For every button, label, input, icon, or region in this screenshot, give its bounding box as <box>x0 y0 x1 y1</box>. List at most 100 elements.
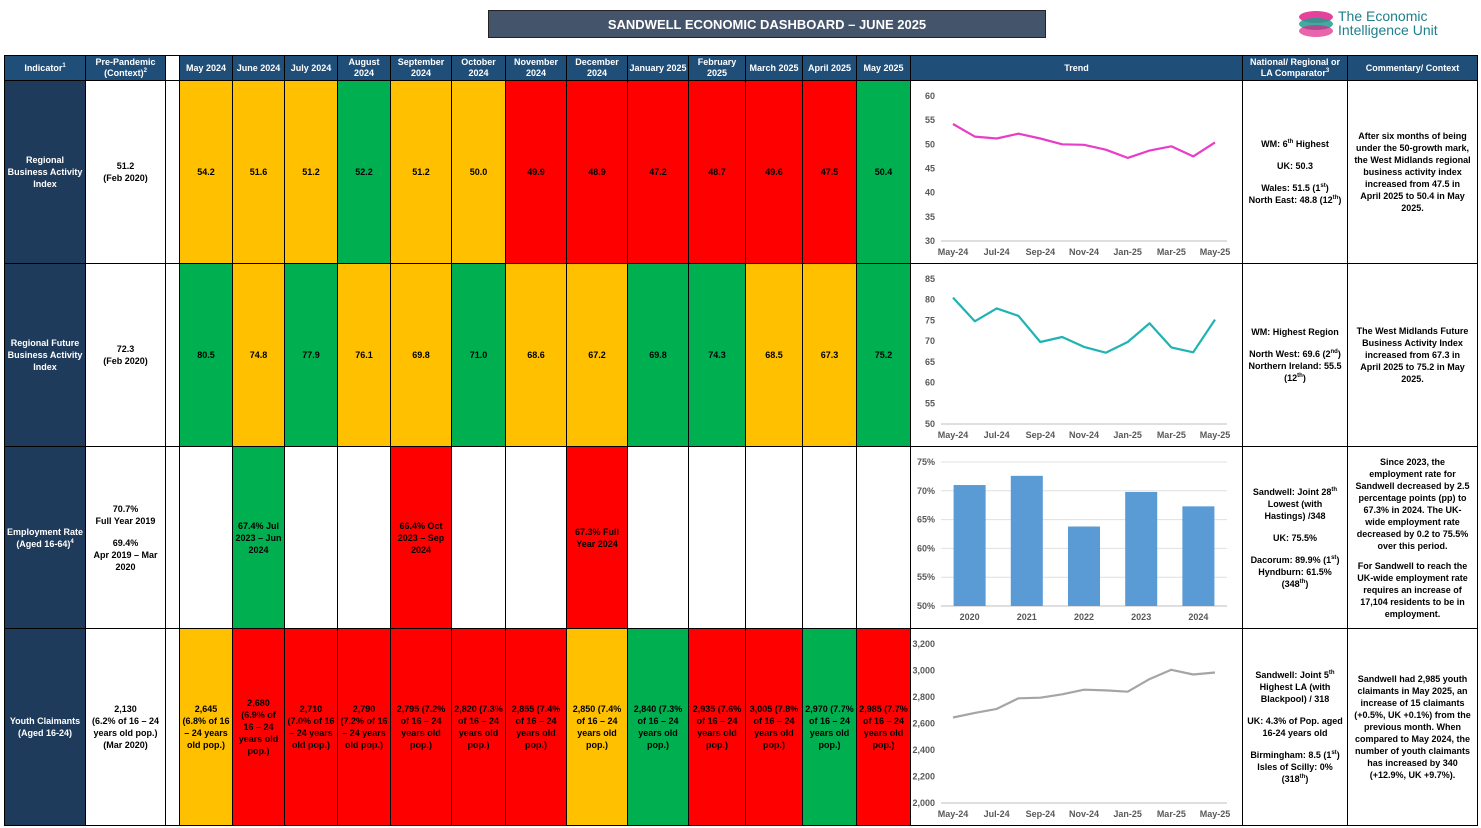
x-tick-label: Sep-24 <box>1026 430 1056 440</box>
header-month: May 2025 <box>856 55 911 81</box>
x-tick-label: May-24 <box>938 247 969 257</box>
commentary-text: The West Midlands Future Business Activi… <box>1356 326 1469 384</box>
y-tick-label: 55 <box>925 398 935 408</box>
x-tick-label: Mar-25 <box>1157 247 1186 257</box>
header-month: February 2025 <box>688 55 746 81</box>
trend-chart-cell: 50 55 60 65 70 75 80 85 May-24 Jul-24 Sep-24 Nov-24… <box>910 263 1243 447</box>
y-tick-label: 75 <box>925 315 935 325</box>
x-tick-label: Jul-24 <box>984 247 1010 257</box>
month-value-cell: 2,795 (7.2% of 16 – 24 years old pop.) <box>390 628 452 826</box>
month-value-cell: 2,855 (7.4% of 16 – 24 years old pop.) <box>505 628 567 826</box>
month-value-cell: 2,820 (7.3% of 16 – 24 years old pop.) <box>451 628 506 826</box>
trend-chart: 50 55 60 65 70 75 80 85 May-24 Jul-24 Sep-24 Nov-24… <box>925 274 1231 440</box>
y-tick-label: 60% <box>917 543 935 553</box>
comparator-line: Sandwell: Joint 5th Highest LA (with Bla… <box>1255 670 1335 704</box>
month-value-cell: 67.4% Jul 2023 – Jun 2024 <box>232 446 285 629</box>
header-month: November 2024 <box>505 55 567 81</box>
header-month: August 2024 <box>337 55 391 81</box>
month-value-cell <box>802 446 857 629</box>
comparator-line <box>1247 150 1343 160</box>
month-value-cell <box>856 446 911 629</box>
header-trend: Trend <box>910 55 1243 81</box>
indicator-name: Employment Rate (Aged 16-64)4 <box>4 446 86 629</box>
month-value-cell: 2,970 (7.7% of 16 – 24 years old pop.) <box>802 628 857 826</box>
indicator-row: Employment Rate (Aged 16-64)4 70.7% Full Y… <box>4 446 1478 629</box>
month-value-cell: 68.5 <box>745 263 803 447</box>
pre-pandemic-line: 70.7% <box>112 503 139 514</box>
month-value-cell: 2,840 (7.3% of 16 – 24 years old pop.) <box>627 628 689 826</box>
dashboard-table: Indicator1 Pre-Pandemic (Context)2 May 2… <box>4 55 1478 826</box>
x-tick-label: May-24 <box>938 430 969 440</box>
y-tick-label: 3,000 <box>912 665 935 675</box>
y-tick-label: 45 <box>925 163 935 173</box>
spacer-cell <box>165 628 180 826</box>
comparator-line <box>1247 739 1343 749</box>
series-line <box>952 122 1216 159</box>
indicator-row: Regional Future Business Activity Index 7… <box>4 263 1478 447</box>
header-month: September 2024 <box>390 55 452 81</box>
header-month: July 2024 <box>284 55 338 81</box>
month-value-cell: 49.6 <box>745 80 803 264</box>
y-tick-label: 2,400 <box>912 745 935 755</box>
comparator-line: North East: 48.8 (12th) <box>1248 195 1342 205</box>
commentary-cell: Since 2023, the employment rate for Sand… <box>1347 446 1478 629</box>
x-tick-label: May-25 <box>1200 430 1231 440</box>
commentary-text: Since 2023, the employment rate for Sand… <box>1355 456 1470 551</box>
x-tick-label: 2024 <box>1188 612 1208 622</box>
spacer-cell <box>165 446 180 629</box>
comparator-line: Wales: 51.5 (1st) <box>1261 183 1329 193</box>
month-value-cell <box>284 446 338 629</box>
pre-pandemic-value: 51.2 (Feb 2020) <box>85 80 166 264</box>
comparator-line: Dacorum: 89.9% (1st) <box>1250 554 1340 565</box>
x-tick-label: May-25 <box>1200 247 1231 257</box>
indicator-row: Youth Claimants (Aged 16-24) 2,130 (6.2% o… <box>4 628 1478 826</box>
trend-chart-cell: 50% 55% 60% 65% 70% 75% 2020 2021 2022 2023 2024 <box>910 446 1243 629</box>
y-tick-label: 65% <box>917 514 935 524</box>
month-value-cell: 3,005 (7.8% of 16 – 24 years old pop.) <box>745 628 803 826</box>
x-tick-label: 2020 <box>960 612 980 622</box>
month-value-cell: 47.5 <box>802 80 857 264</box>
comparator-cell: Sandwell: Joint 28th Lowest (with Hastin… <box>1242 446 1348 629</box>
month-value-cell: 2,790 (7.2% of 16 – 24 years old pop.) <box>337 628 391 826</box>
month-value-cell: 67.3% Full Year 2024 <box>566 446 628 629</box>
month-value-cell: 51.6 <box>232 80 285 264</box>
comparator-line <box>1247 338 1343 348</box>
bar <box>1182 505 1215 606</box>
month-value-cell: 2,985 (7.7% of 16 – 24 years old pop.) <box>856 628 911 826</box>
x-tick-label: Jul-24 <box>984 430 1010 440</box>
spacer-cell <box>165 80 180 264</box>
comparator-cell: Sandwell: Joint 5th Highest LA (with Bla… <box>1242 628 1348 826</box>
header-month: June 2024 <box>232 55 285 81</box>
month-value-cell: 47.2 <box>627 80 689 264</box>
y-tick-label: 2,600 <box>912 718 935 728</box>
series-line <box>952 668 1216 719</box>
trend-chart: 30 35 40 45 50 55 60 May-24 Jul-24 Sep-24 Nov-24 Ja… <box>925 91 1231 257</box>
y-tick-label: 70 <box>925 336 935 346</box>
x-tick-label: Jan-25 <box>1113 809 1142 819</box>
month-value-cell: 67.3 <box>802 263 857 447</box>
x-tick-label: Sep-24 <box>1026 247 1056 257</box>
pre-pandemic-line: 2,130 <box>114 704 137 714</box>
pre-pandemic-line: (Feb 2020) <box>103 356 148 366</box>
commentary-text: For Sandwell to reach the UK-wide employ… <box>1357 560 1468 619</box>
month-value-cell: 48.7 <box>688 80 746 264</box>
month-value-cell: 49.9 <box>505 80 567 264</box>
header-month: October 2024 <box>451 55 506 81</box>
comparator-cell: WM: Highest Region North West: 69.6 (2nd)… <box>1242 263 1348 447</box>
dashboard-title-text: SANDWELL ECONOMIC DASHBOARD – JUNE 2025 <box>607 16 927 32</box>
y-tick-label: 55 <box>925 115 935 125</box>
comparator-line: Birmingham: 8.5 (1st) <box>1250 750 1340 760</box>
dashboard-title: SANDWELL ECONOMIC DASHBOARD – JUNE 2025 <box>488 10 1046 38</box>
comparator-line: Sandwell: Joint 28th Lowest (with Hastin… <box>1252 486 1338 521</box>
trend-chart-cell: 30 35 40 45 50 55 60 May-24 Jul-24 Sep-24 Nov-24 Ja… <box>910 80 1243 264</box>
x-tick-label: May-25 <box>1200 809 1231 819</box>
month-value-cell: 2,935 (7.6% of 16 – 24 years old pop.) <box>688 628 746 826</box>
pre-pandemic-line: 69.4% <box>112 537 139 548</box>
x-tick-label: 2022 <box>1074 612 1094 622</box>
y-tick-label: 50% <box>917 601 935 611</box>
month-value-cell <box>337 446 391 629</box>
month-value-cell: 71.0 <box>451 263 506 447</box>
header-month: December 2024 <box>566 55 628 81</box>
logo-line1: The Economic <box>1338 8 1428 24</box>
x-tick-label: Nov-24 <box>1069 809 1099 819</box>
